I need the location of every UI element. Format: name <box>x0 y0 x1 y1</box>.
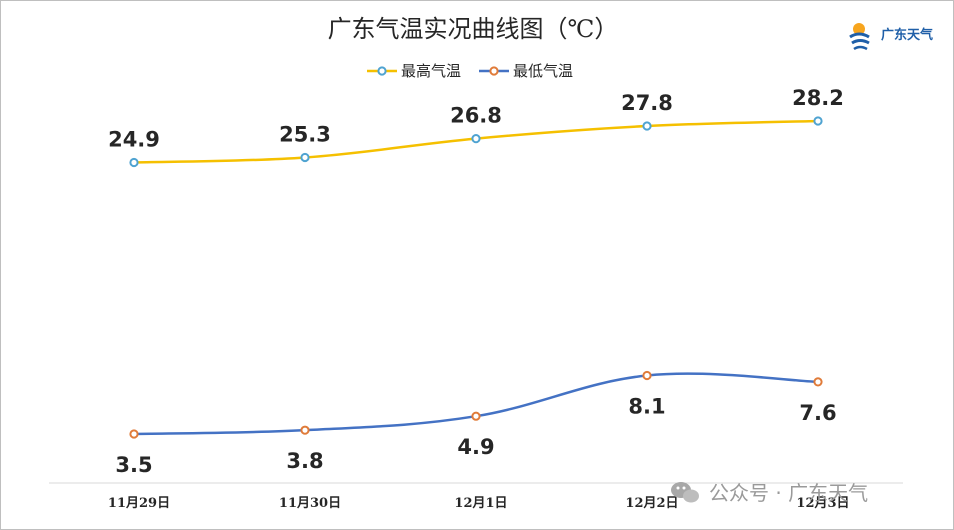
x-tick-label: 11月30日 <box>279 496 341 511</box>
data-point <box>471 411 481 421</box>
data-label: 8.1 <box>628 395 665 419</box>
wechat-icon <box>671 482 699 503</box>
sun-swirl-icon <box>849 23 870 51</box>
series-layer: 24.9 25.3 26.8 27.8 28.2 3.5 3.8 4.9 8.1 7.6 <box>108 86 844 477</box>
watermark: 公众号 · 广东天气 <box>671 481 868 505</box>
legend-label: 最低气温 <box>513 62 573 80</box>
data-point <box>642 121 652 131</box>
data-label: 25.3 <box>279 122 331 146</box>
data-label: 7.6 <box>799 401 836 425</box>
data-point <box>471 134 481 144</box>
data-label: 4.9 <box>457 435 494 459</box>
data-label: 27.8 <box>621 91 673 115</box>
data-point <box>642 370 652 381</box>
data-label: 3.5 <box>115 453 152 477</box>
brand-name: 广东天气 <box>881 27 933 43</box>
legend-label: 最高气温 <box>401 62 461 80</box>
data-label: 28.2 <box>792 86 844 110</box>
x-tick-label: 12月1日 <box>454 496 507 511</box>
watermark-text: 公众号 · 广东天气 <box>709 481 868 505</box>
brand-logo: 广东天气 <box>849 23 933 51</box>
x-tick-label: 12月2日 <box>625 496 678 511</box>
legend-marker <box>377 66 387 76</box>
data-point <box>813 377 823 387</box>
data-label: 3.8 <box>286 449 323 473</box>
data-point <box>300 152 310 163</box>
data-label: 26.8 <box>450 104 502 128</box>
chart-legend: 最高气温 最低气温 <box>367 62 573 80</box>
legend-marker <box>489 66 499 76</box>
x-tick-label: 12月3日 <box>796 496 849 511</box>
data-point <box>129 157 139 168</box>
data-point <box>129 429 139 439</box>
data-label: 24.9 <box>108 128 160 152</box>
data-point <box>300 425 310 435</box>
x-tick-labels: 11月29日 11月30日 12月1日 12月2日 12月3日 <box>108 496 850 511</box>
series-line-min <box>133 372 819 436</box>
data-point <box>813 116 823 126</box>
chart-title: 广东气温实况曲线图（℃） <box>328 15 619 43</box>
x-tick-label: 11月29日 <box>108 496 170 511</box>
